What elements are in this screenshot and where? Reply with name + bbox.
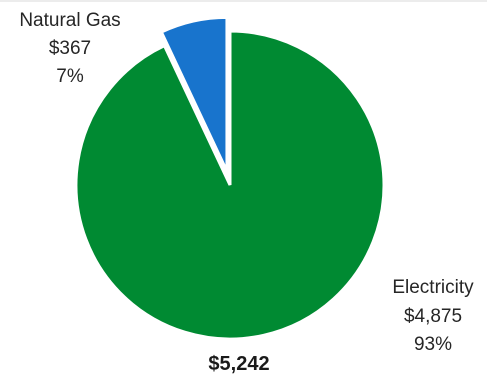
- pie-slice-natural-gas: [159, 15, 229, 172]
- percent-label-electricity: 93%: [414, 334, 452, 355]
- pie-slice-electricity: [74, 29, 386, 341]
- value-label-natural-gas: $367: [49, 38, 91, 59]
- percent-label-natural-gas: 7%: [56, 66, 84, 87]
- data-label-electricity: Electricity $4,875 93%: [392, 277, 474, 355]
- category-label-natural-gas: Natural Gas: [19, 10, 120, 31]
- category-label-electricity: Electricity: [392, 277, 474, 298]
- data-label-natural-gas: Natural Gas $367 7%: [19, 10, 120, 87]
- total-value-label: $5,242: [208, 353, 269, 375]
- value-label-electricity: $4,875: [404, 306, 462, 327]
